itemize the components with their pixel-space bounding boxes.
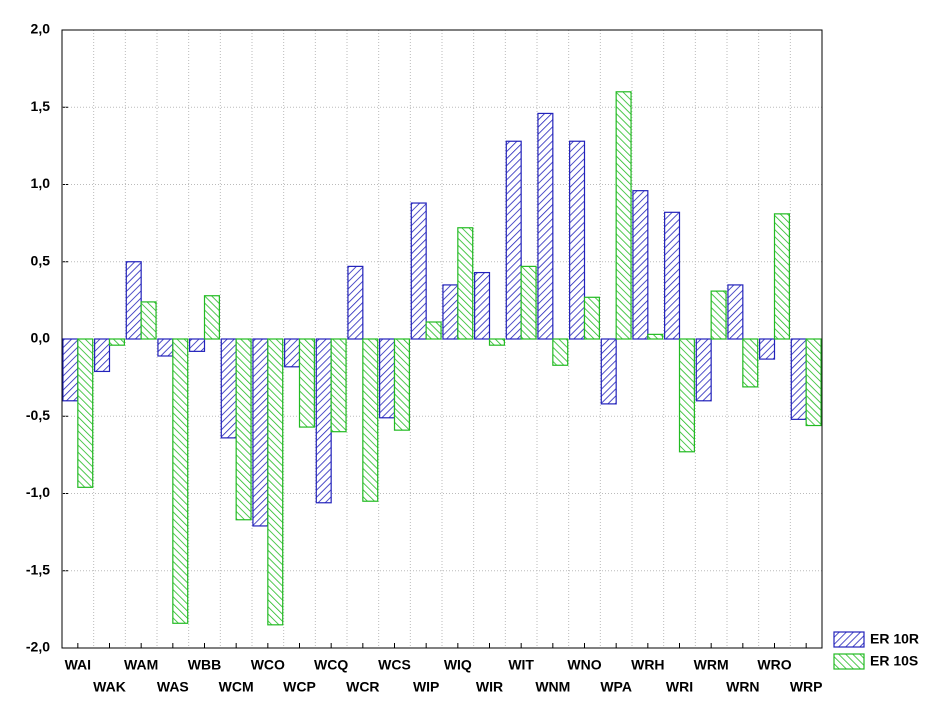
x-tick-label: WCS: [378, 657, 411, 673]
bar: [362, 338, 379, 502]
x-tick-label: WIT: [508, 657, 534, 673]
y-tick-label: -1,0: [26, 484, 50, 500]
y-tick-label: -2,0: [26, 639, 50, 655]
y-tick-label: 0,0: [31, 330, 51, 346]
bar: [615, 91, 632, 340]
y-tick-label: 2,0: [31, 21, 51, 37]
bar: [442, 284, 459, 340]
bar: [790, 338, 807, 420]
x-tick-label: WCQ: [314, 657, 348, 673]
y-tick-label: 1,5: [31, 98, 51, 114]
x-tick-label: WCP: [283, 679, 316, 695]
bar: [488, 338, 505, 346]
x-tick-label: WBB: [188, 657, 221, 673]
bar: [583, 296, 600, 340]
x-tick-label: WPA: [600, 679, 632, 695]
bar: [520, 265, 537, 340]
bar: [569, 140, 586, 340]
bar: [125, 261, 142, 340]
bar: [315, 338, 332, 504]
x-tick-label: WAI: [65, 657, 91, 673]
bar: [632, 190, 649, 340]
x-tick-label: WNM: [535, 679, 570, 695]
x-tick-label: WIP: [413, 679, 439, 695]
bar: [157, 338, 174, 357]
bar: [664, 211, 681, 340]
bar: [727, 284, 744, 340]
bar: [537, 112, 554, 340]
legend-swatch: [833, 653, 865, 670]
y-tick-label: -0,5: [26, 407, 50, 423]
bar: [379, 338, 396, 419]
x-tick-label: WAK: [93, 679, 126, 695]
bar: [347, 265, 364, 340]
bar: [710, 290, 727, 340]
bar: [695, 338, 712, 402]
bar: [62, 338, 79, 402]
y-tick-label: 0,5: [31, 252, 51, 268]
x-tick-label: WRO: [757, 657, 791, 673]
bar: [267, 338, 284, 626]
bar: [220, 338, 237, 439]
bar: [600, 338, 617, 405]
x-tick-label: WIR: [476, 679, 503, 695]
x-tick-label: WRP: [790, 679, 823, 695]
bar: [457, 227, 474, 340]
y-tick-label: 1,0: [31, 175, 51, 191]
x-tick-label: WRN: [726, 679, 759, 695]
x-tick-label: WNO: [567, 657, 601, 673]
bar: [805, 338, 822, 427]
bar: [474, 271, 491, 340]
x-tick-label: WRH: [631, 657, 664, 673]
x-tick-label: WIQ: [444, 657, 472, 673]
x-tick-label: WAS: [157, 679, 189, 695]
x-tick-label: WRM: [694, 657, 729, 673]
bar: [108, 338, 125, 346]
bar: [284, 338, 301, 368]
bar: [759, 338, 776, 360]
x-tick-label: WAM: [124, 657, 158, 673]
bar: [330, 338, 347, 433]
bar: [77, 338, 94, 488]
legend-swatch: [833, 631, 865, 648]
bar: [140, 301, 157, 340]
bar: [298, 338, 315, 428]
x-tick-label: WRI: [666, 679, 693, 695]
legend-label: ER 10S: [870, 653, 918, 669]
legend-label: ER 10R: [870, 631, 919, 647]
y-tick-label: -1,5: [26, 561, 50, 577]
x-tick-label: WCO: [251, 657, 285, 673]
bar: [172, 338, 189, 624]
bar: [189, 338, 206, 352]
bar: [94, 338, 111, 373]
bar: [678, 338, 695, 453]
bar: [235, 338, 252, 521]
bar: [742, 338, 759, 388]
x-tick-label: WCR: [346, 679, 379, 695]
bar: [647, 333, 664, 340]
bar: [410, 202, 427, 340]
x-tick-label: WCM: [219, 679, 254, 695]
bar: [393, 338, 410, 431]
bar: [505, 140, 522, 340]
bar: [552, 338, 569, 366]
plot-frame: [61, 29, 823, 649]
bar: [252, 338, 269, 527]
bar: [203, 295, 220, 340]
bar: [773, 213, 790, 340]
bar: [425, 321, 442, 340]
